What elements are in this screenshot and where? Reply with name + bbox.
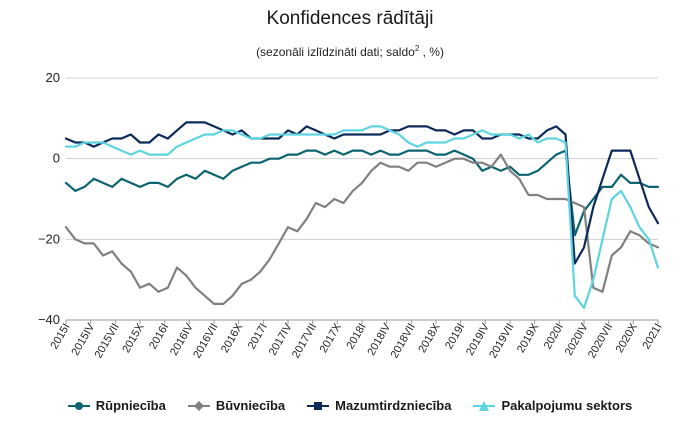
- x-tick-label: 2016I: [147, 322, 171, 352]
- x-tick-label: 2017VII: [290, 322, 319, 361]
- x-tick-label: 2019I: [443, 322, 467, 352]
- x-tick-label: 2016X: [219, 321, 246, 355]
- x-tick-label: 2018VII: [389, 322, 418, 361]
- legend-marker-diamond: [187, 400, 210, 411]
- series-line-3: [64, 121, 660, 265]
- x-tick-label: 2020I: [542, 322, 566, 352]
- y-tick-label: 20: [46, 70, 60, 85]
- chart-legend: Rūpniecība Būvniecība Mazumtirdzniecība Pak…: [0, 398, 700, 413]
- legend-item-2: Būvniecība: [187, 398, 286, 413]
- legend-label: Būvniecība: [215, 398, 286, 413]
- y-tick-label: −40: [38, 312, 60, 327]
- legend-label: Rūpniecība: [95, 398, 166, 413]
- x-tick-label: 2015VII: [93, 322, 122, 361]
- series-line-2: [64, 153, 660, 305]
- legend-item-3: Mazumtirdzniecība: [307, 398, 451, 413]
- x-tick-label: 2017X: [318, 321, 345, 355]
- y-axis-ticks: 20 0 −20 −40: [38, 70, 60, 327]
- legend-item-4: Pakalpojumu sektors: [473, 398, 632, 413]
- legend-marker-triangle: [473, 400, 496, 411]
- y-tick-label: 0: [53, 151, 60, 166]
- legend-label: Pakalpojumu sektors: [501, 398, 633, 413]
- x-tick-label: 2018I: [344, 322, 368, 352]
- series-line-4: [64, 125, 660, 309]
- chart-subtitle: (sezonāli izlīdzināti dati; saldo2 , %): [0, 44, 700, 59]
- x-tick-label: 2021I: [640, 322, 664, 352]
- x-tick-label: 2020X: [614, 321, 641, 355]
- y-tick-label: −20: [38, 231, 60, 246]
- x-tick-label: 2020VII: [586, 322, 615, 361]
- x-tick-label: 2019X: [515, 321, 542, 355]
- chart-title: Konfidences rādītāji: [266, 8, 434, 29]
- x-tick-label: 2017I: [246, 322, 270, 352]
- series-lines: [64, 121, 660, 309]
- series-line-1: [64, 149, 660, 237]
- subtitle-main: (sezonāli izlīdzināti dati; saldo: [256, 45, 415, 59]
- subtitle-tail: , %): [419, 45, 444, 59]
- legend-marker-square: [307, 401, 330, 410]
- legend-item-1: Rūpniecība: [67, 398, 166, 413]
- x-tick-label: 2015X: [120, 321, 147, 355]
- x-tick-label: 2018X: [416, 321, 443, 355]
- subtitle-superscript: 2: [414, 44, 420, 53]
- legend-label: Mazumtirdzniecība: [335, 398, 452, 413]
- legend-marker-circle: [67, 401, 90, 410]
